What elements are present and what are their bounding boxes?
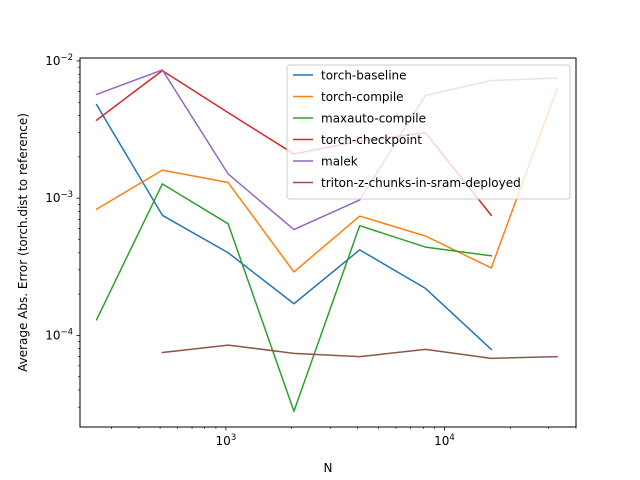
legend-label-2: maxauto-compile [321,112,426,126]
legend-label-1: torch-compile [321,90,404,104]
legend-frame [286,64,571,200]
legend-label-4: malek [321,155,358,169]
series-line-5 [161,344,558,360]
legend: torch-baseline torch-compile maxauto-compi… [286,64,571,200]
series-line-1 [95,87,559,273]
series-line-2 [95,183,493,413]
legend-label-3: torch-checkpoint [321,133,422,147]
x-axis-label: N [324,461,333,475]
y-axis-label: Average Abs. Error (torch.dist to refere… [16,113,30,372]
plot-area-frame [79,57,577,428]
legend-label-0: torch-baseline [321,69,407,83]
series-line-0 [95,103,493,351]
legend-label-5: triton-z-chunks-in-sram-deployed [321,176,521,190]
